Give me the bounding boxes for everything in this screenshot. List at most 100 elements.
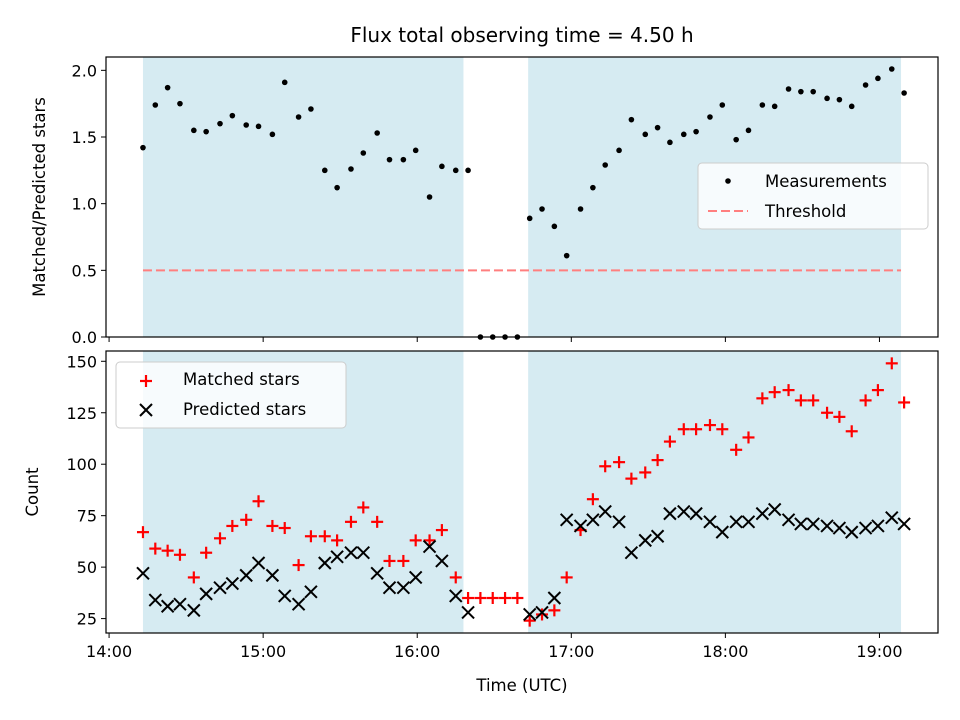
predicted-star-point (461, 605, 475, 620)
legend-matched-marker (140, 375, 152, 387)
measurement-point (526, 215, 533, 222)
measurement-point (539, 206, 545, 212)
predicted-star-point (330, 550, 344, 564)
top-plot-marks (140, 66, 907, 340)
matched-star-point (599, 460, 612, 473)
x-tick-label: 14:00 (86, 642, 132, 661)
matched-star-point (690, 423, 703, 436)
predicted-star-point (535, 605, 549, 620)
measurement-point (217, 120, 223, 127)
y-tick-label: 125 (66, 404, 97, 423)
predicted-star-point (663, 506, 677, 521)
top-legend-box (697, 162, 929, 230)
bottom-legend-box (115, 361, 347, 429)
predicted-star-point (845, 525, 859, 539)
matched-star-point (435, 524, 448, 537)
predicted-star-point (265, 568, 280, 583)
measurement-point (733, 136, 739, 143)
bottom-panel: 25 50 75 100 125 150 14:00 15:00 16:00 17:00 18:0… (23, 350, 939, 695)
measurement-point (745, 127, 752, 134)
matched-star-point (240, 513, 253, 526)
matched-star-point (536, 608, 549, 621)
chart-title: Flux total observing time = 4.50 h (350, 23, 693, 47)
measurement-point (295, 114, 302, 120)
matched-star-point (898, 396, 911, 409)
top-panel: 0.00.51.01.52.0 Matched/Predicted stars … (30, 56, 939, 347)
measurement-point (348, 166, 354, 172)
measurement-point (875, 75, 881, 82)
predicted-star-point (370, 566, 384, 581)
predicted-star-point (729, 515, 743, 529)
matched-star-point (677, 423, 690, 436)
measurement-point (590, 184, 596, 191)
predicted-star-point (522, 607, 537, 622)
measurement-point (360, 150, 367, 156)
measurement-point (693, 128, 699, 135)
measurement-point (334, 184, 340, 191)
y-tick-label: 1.5 (72, 128, 97, 147)
x-axis-label: Time (UTC) (475, 676, 567, 695)
matched-star-point (200, 546, 213, 559)
predicted-star-point (344, 546, 358, 560)
measurement-point (771, 103, 778, 110)
matched-star-point (292, 559, 305, 572)
predicted-star-point (449, 589, 463, 603)
measurement-point (577, 206, 584, 212)
predicted-star-point (703, 515, 717, 529)
measurement-point (177, 100, 183, 107)
measurement-point (654, 124, 661, 131)
measurement-point (551, 223, 558, 230)
y-tick-label: 25 (77, 610, 97, 629)
predicted-star-point (251, 556, 266, 570)
shaded-span (528, 351, 902, 633)
top-legend: Measurements Threshold (697, 162, 929, 230)
predicted-star-point (213, 581, 227, 595)
matched-star-point (149, 542, 162, 555)
matched-star-point (768, 386, 781, 399)
predicted-star-point (291, 597, 306, 611)
measurement-point (901, 90, 907, 96)
legend-threshold-label: Threshold (764, 202, 846, 221)
matched-star-point (756, 392, 769, 405)
x-tick-label: 16:00 (394, 642, 440, 661)
measurement-point (862, 82, 869, 88)
predicted-star-point (547, 591, 562, 605)
predicted-star-point (586, 513, 600, 527)
predicted-star-point (781, 513, 796, 527)
matched-star-point (742, 431, 755, 444)
y-tick-label: 2.0 (72, 61, 97, 80)
predicted-star-point (559, 513, 574, 527)
bottom-y-ticks: 25 50 75 100 125 150 (66, 352, 106, 629)
measurement-point (563, 252, 570, 259)
measurement-point (616, 147, 622, 154)
predicted-star-point (715, 525, 730, 539)
predicted-star-point (767, 502, 782, 517)
y-tick-label: 75 (77, 507, 97, 526)
measurement-point (848, 103, 855, 110)
predicted-star-point (820, 519, 834, 533)
matched-star-point (318, 530, 331, 543)
matched-star-point (357, 501, 370, 514)
predicted-star-point (598, 504, 612, 519)
matched-star-point (344, 515, 357, 528)
legend-predicted-label: Predicted stars (183, 400, 306, 419)
matched-star-point (214, 532, 227, 545)
matched-star-point (423, 534, 436, 547)
measurement-point (269, 131, 276, 138)
measurement-point (140, 144, 146, 151)
measurement-point (642, 131, 649, 138)
measurement-point (400, 156, 407, 163)
matched-star-point (663, 435, 676, 448)
matched-star-point (833, 410, 846, 423)
top-y-ticks: 0.0 0.5 1.0 1.5 2.0 (72, 61, 106, 347)
measurement-point (680, 131, 687, 138)
matched-star-point (331, 534, 344, 547)
legend-predicted-marker (139, 403, 153, 417)
measurement-point (281, 79, 288, 86)
matched-star-point (613, 456, 626, 469)
measurement-point (707, 114, 713, 120)
predicted-star-point (136, 566, 150, 581)
predicted-star-point (624, 546, 639, 560)
matched-star-point (782, 384, 795, 397)
predicted-star-point (396, 581, 411, 595)
